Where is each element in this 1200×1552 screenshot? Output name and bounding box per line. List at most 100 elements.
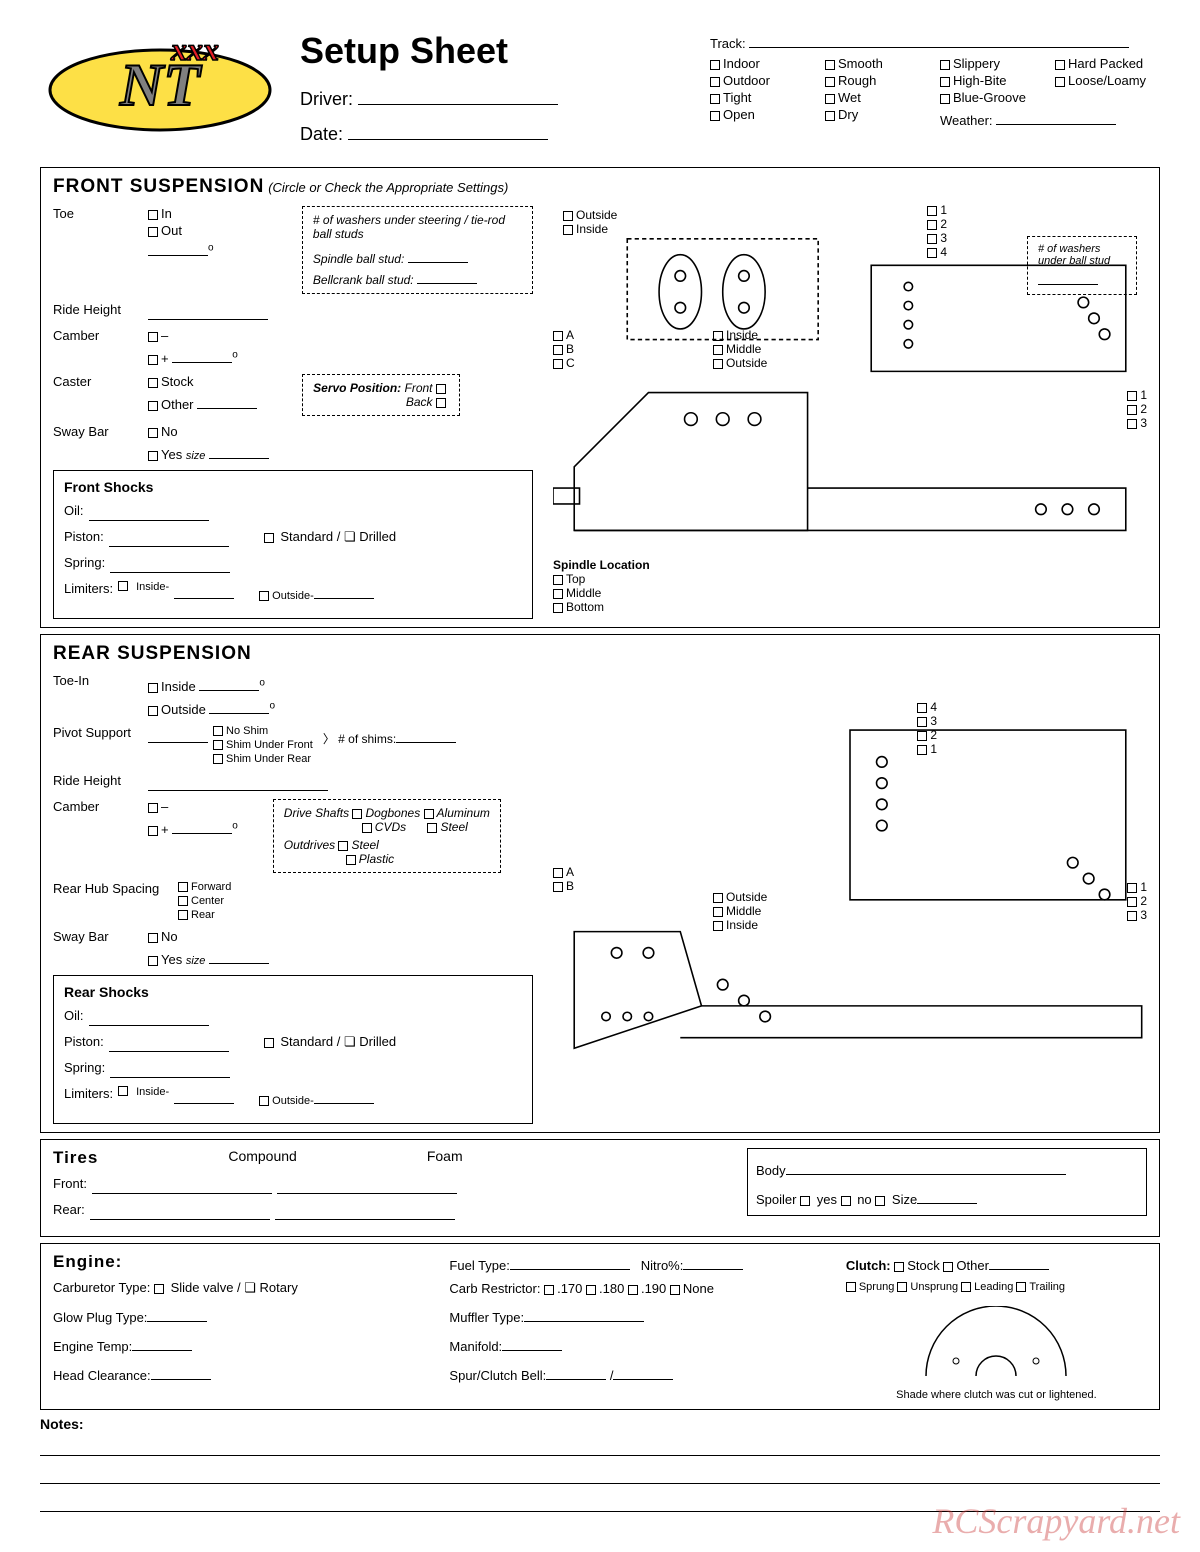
cb-servo-back[interactable] (436, 398, 446, 408)
camber-row: Camber – + o (53, 328, 533, 366)
cb-slippery[interactable]: Slippery (940, 56, 1045, 71)
rear-diagram: 4 3 2 1 A B Outside Middle Inside (553, 665, 1147, 1124)
caster-row: Caster Stock Other Servo Position: Front… (53, 374, 533, 416)
rear-rh-label: Ride Height (53, 773, 143, 788)
cb-dry[interactable]: Dry (825, 107, 930, 128)
foam-label: Foam (427, 1148, 463, 1168)
cb-tight[interactable]: Tight (710, 90, 815, 105)
cb-toein-outside[interactable]: Outside o (148, 696, 275, 717)
cb-smooth[interactable]: Smooth (825, 56, 930, 71)
cb-hub-ctr[interactable]: Center (178, 895, 231, 907)
svg-text:xxx: xxx (170, 31, 219, 67)
cb-camber-pos[interactable]: + o (148, 345, 238, 366)
cb-hub-rear[interactable]: Rear (178, 909, 231, 921)
driveshafts-box: Drive Shafts Dogbones Aluminum CVDs Stee… (273, 799, 501, 873)
cb-hardpacked[interactable]: Hard Packed (1055, 56, 1160, 71)
front-suspension-section: FRONT SUSPENSION (Circle or Check the Ap… (40, 167, 1160, 628)
rear-suspension-section: REAR SUSPENSION Toe-In Inside o Outside … (40, 634, 1160, 1133)
notes-label: Notes: (40, 1416, 84, 1432)
cb-servo-front[interactable] (436, 384, 446, 394)
body-box: Body Spoiler yes no Size (747, 1148, 1147, 1216)
spindle-stud-label: Spindle ball stud: (313, 252, 404, 266)
cb-rcamber-pos[interactable]: + o (148, 816, 238, 837)
cb-rsway-no[interactable]: No (148, 929, 269, 944)
pivot-row: Pivot Support No Shim Shim Under Front S… (53, 725, 533, 765)
track-field[interactable]: Track: (710, 30, 1160, 51)
washers-box: # of washers under steering / tie-rod ba… (302, 206, 533, 294)
cb-caster-other[interactable]: Other (148, 391, 257, 412)
pivot-label: Pivot Support (53, 725, 143, 740)
cb-loose[interactable]: Loose/Loamy (1055, 73, 1160, 88)
cb-shimfront[interactable]: Shim Under Front (213, 739, 313, 751)
glow-label: Glow Plug Type: (53, 1310, 147, 1325)
clutch-diagram: Shade where clutch was cut or lightened. (846, 1306, 1147, 1401)
cb-spoiler-yes[interactable] (800, 1196, 810, 1206)
cb-indoor[interactable]: Indoor (710, 56, 815, 71)
hub-label: Rear Hub Spacing (53, 881, 173, 896)
head-label: Head Clearance: (53, 1368, 151, 1383)
sway-label: Sway Bar (53, 424, 143, 439)
cb-piston-std[interactable] (264, 533, 274, 543)
rear-camber-label: Camber (53, 799, 143, 814)
ride-height-row[interactable]: Ride Height (53, 302, 533, 320)
track-label: Track: (710, 36, 746, 51)
cb-caster-stock[interactable]: Stock (148, 374, 257, 389)
toein-label: Toe-In (53, 673, 143, 688)
engine-title: Engine: (53, 1252, 429, 1272)
cb-hub-fwd[interactable]: Forward (178, 881, 231, 893)
cb-lim-out[interactable] (259, 591, 269, 601)
notes-line-1[interactable] (40, 1432, 1160, 1456)
cb-rsway-yes[interactable]: Yes size (148, 946, 269, 967)
cb-rough[interactable]: Rough (825, 73, 930, 88)
cb-toe-out[interactable]: Out o (148, 223, 237, 259)
cb-outdoor[interactable]: Outdoor (710, 73, 815, 88)
rear-shocks-title: Rear Shocks (64, 984, 522, 1000)
driver-label: Driver: (300, 89, 353, 109)
body-label: Body (756, 1163, 786, 1178)
cb-sway-yes[interactable]: Yes size (148, 441, 269, 462)
rear-sway-row: Sway Bar No Yes size (53, 929, 533, 967)
driver-field[interactable]: Driver: (300, 87, 690, 110)
cb-toein-inside[interactable]: Inside o (148, 673, 275, 694)
track-options: Track: Indoor Smooth Slippery Hard Packe… (710, 30, 1160, 128)
caster-label: Caster (53, 374, 143, 389)
rear-sway-label: Sway Bar (53, 929, 143, 944)
temp-label: Engine Temp: (53, 1339, 132, 1354)
front-shocks-title: Front Shocks (64, 479, 522, 495)
cb-bluegroove[interactable]: Blue-Groove (940, 90, 1045, 105)
limiters-label: Limiters: (64, 581, 113, 596)
carb-type-label: Carburetor Type: (53, 1280, 150, 1295)
cb-shimrear[interactable]: Shim Under Rear (213, 753, 313, 765)
hub-row: Rear Hub Spacing Forward Center Rear (53, 881, 533, 921)
header-center: Setup Sheet Driver: Date: (300, 30, 690, 157)
watermark: RCScrapyard.net (932, 1500, 1180, 1542)
weather-label: Weather: (940, 113, 993, 128)
toein-row: Toe-In Inside o Outside o (53, 673, 533, 717)
clutch-note: Shade where clutch was cut or lightened. (846, 1389, 1147, 1401)
cb-lim-in[interactable] (118, 581, 128, 591)
clutch-label: Clutch: (846, 1258, 891, 1273)
date-field[interactable]: Date: (300, 122, 690, 145)
camber-label: Camber (53, 328, 143, 343)
cb-sway-no[interactable]: No (148, 424, 269, 439)
weather-field[interactable]: Weather: (940, 107, 1160, 128)
fuel-label: Fuel Type: (449, 1258, 509, 1273)
spring-label: Spring: (64, 555, 105, 570)
tires-rear-label: Rear: (53, 1202, 85, 1217)
cb-camber-neg[interactable]: – (148, 328, 238, 343)
cb-toe-in[interactable]: In (148, 206, 237, 221)
notes-line-2[interactable] (40, 1460, 1160, 1484)
cb-rcamber-neg[interactable]: – (148, 799, 238, 814)
cb-wet[interactable]: Wet (825, 90, 930, 105)
front-title: FRONT SUSPENSION (53, 176, 264, 197)
rear-camber-row: Camber – + o Drive Shafts Dogbones Alumi… (53, 799, 533, 873)
cb-open[interactable]: Open (710, 107, 815, 128)
manifold-label: Manifold: (449, 1339, 502, 1354)
cb-highbite[interactable]: High-Bite (940, 73, 1045, 88)
sway-row: Sway Bar No Yes size (53, 424, 533, 462)
rear-ride-height[interactable]: Ride Height (53, 773, 533, 791)
servo-box: Servo Position: Front Back (302, 374, 460, 416)
cb-noshim[interactable]: No Shim (213, 725, 313, 737)
front-diagram: Outside Inside 1 2 3 4 # of washers unde… (553, 198, 1147, 619)
cb-spoiler-no[interactable] (841, 1196, 851, 1206)
